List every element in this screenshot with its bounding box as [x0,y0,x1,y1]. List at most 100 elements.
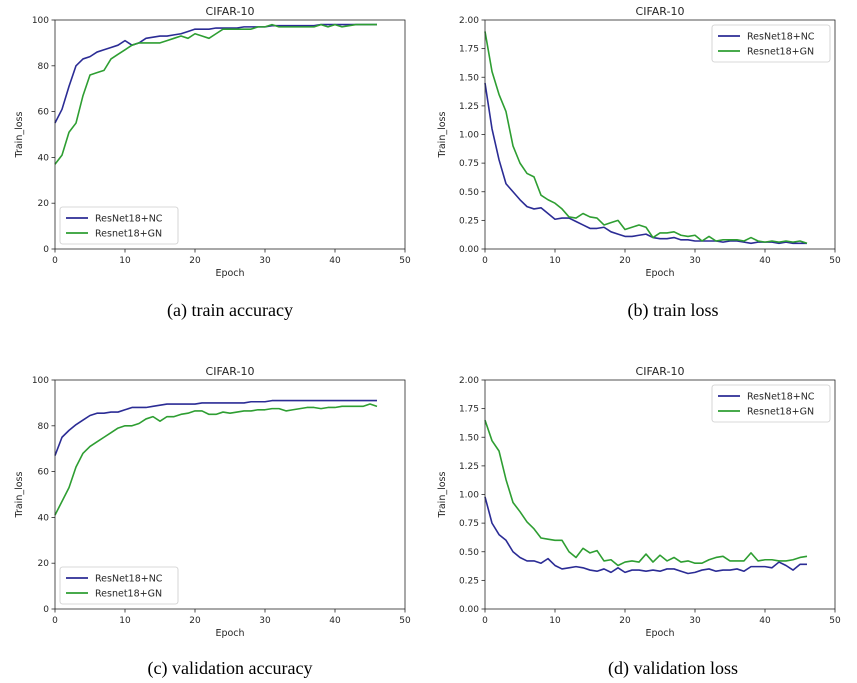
y-tick-label: 80 [38,422,50,432]
y-tick-label: 20 [38,559,50,569]
legend: ResNet18+NC Resnet18+GN [59,566,179,605]
chart-train-loss: CIFAR-10 0 10 20 30 40 50 0.00 0.25 0.50 0.75 1.00 1… [430,0,850,290]
caption-train-loss: (b) train loss [627,300,719,320]
legend-label: ResNet18+NC [95,214,163,225]
x-tick-label: 20 [189,256,201,266]
y-tick-label: 0.00 [459,605,479,615]
legend: ResNet18+NC Resnet18+GN [59,206,179,245]
y-tick-label: 0 [43,605,49,615]
x-tick-label: 10 [119,616,131,626]
x-axis-label: Epoch [215,628,244,639]
legend-box [711,24,831,63]
y-tick-label: 0.25 [459,576,479,586]
x-tick-label: 40 [329,256,341,266]
legend-label: ResNet18+NC [95,574,163,585]
x-tick-label: 20 [189,616,201,626]
legend-label: Resnet18+GN [95,229,162,240]
y-tick-label: 2.00 [459,16,479,26]
y-tick-label: 1.00 [459,491,479,501]
x-tick-label: 0 [482,256,488,266]
series-line-resnet18-gn [54,403,378,516]
series-line-resnet18-gn [484,419,808,567]
y-tick-label: 100 [32,16,49,26]
y-tick-label: 1.25 [459,102,479,112]
series-line-resnet18-nc [54,399,377,456]
legend-box [59,206,179,245]
y-tick-label: 2.00 [459,376,479,386]
chart-validation-accuracy: CIFAR-10 0 10 20 30 40 50 0 20 40 60 80 100 Epoch Trai… [0,360,420,650]
x-tick-label: 0 [52,616,58,626]
x-tick-label: 50 [399,256,411,266]
y-tick-label: 40 [38,513,50,523]
legend-box [59,566,179,605]
y-tick-label: 1.50 [459,433,479,443]
x-tick-label: 50 [399,616,411,626]
plot-frame [54,19,406,250]
chart-title: CIFAR-10 [206,365,255,378]
chart-svg: CIFAR-10 0 10 20 30 40 50 0.00 0.25 0.50 0.75 1.00 1… [437,365,841,639]
legend-label: Resnet18+GN [747,47,814,58]
y-tick-label: 40 [38,153,50,163]
plot-frame [54,379,406,610]
y-tick-label: 0 [43,245,49,255]
plot-frame [484,379,836,610]
x-tick-label: 30 [259,256,271,266]
x-axis-label: Epoch [645,268,674,279]
y-tick-label: 0.75 [459,159,479,169]
series-line-resnet18-nc [484,496,807,575]
y-tick-label: 0.25 [459,216,479,226]
y-axis-label: Train_loss [437,472,448,519]
legend-label: Resnet18+GN [95,589,162,600]
y-tick-label: 1.50 [459,73,479,83]
y-tick-label: 0.50 [459,188,479,198]
y-tick-label: 0.75 [459,519,479,529]
y-axis-label: Train_loss [437,112,448,159]
x-tick-label: 0 [52,256,58,266]
series-line-resnet18-nc [54,23,377,124]
series-line-resnet18-gn [484,31,808,245]
caption-validation-loss: (d) validation loss [608,658,738,678]
x-tick-label: 10 [549,256,561,266]
x-tick-label: 50 [829,256,841,266]
legend-label: Resnet18+GN [747,407,814,418]
x-tick-label: 40 [759,256,771,266]
x-tick-label: 0 [482,616,488,626]
y-tick-label: 1.25 [459,462,479,472]
y-tick-label: 80 [38,62,50,72]
x-tick-label: 30 [689,256,701,266]
x-tick-label: 20 [619,256,631,266]
y-tick-label: 1.00 [459,131,479,141]
chart-svg: CIFAR-10 0 10 20 30 40 50 0.00 0.25 0.50 0.75 1.00 1… [437,5,841,279]
plot-frame [484,19,836,250]
y-tick-label: 0.50 [459,548,479,558]
x-tick-label: 40 [759,616,771,626]
x-tick-label: 20 [619,616,631,626]
series-line-resnet18-nc [484,82,807,245]
y-tick-label: 60 [38,108,50,118]
chart-title: CIFAR-10 [636,365,685,378]
y-tick-label: 60 [38,468,50,478]
x-tick-label: 10 [119,256,131,266]
legend-box [711,384,831,423]
y-tick-label: 20 [38,199,50,209]
caption-validation-accuracy: (c) validation accuracy [147,658,313,678]
legend: ResNet18+NC Resnet18+GN [711,384,831,423]
x-tick-label: 40 [329,616,341,626]
y-axis-label: Train_loss [14,472,25,519]
chart-validation-loss: CIFAR-10 0 10 20 30 40 50 0.00 0.25 0.50 0.75 1.00 1… [430,360,850,650]
chart-svg: CIFAR-10 0 10 20 30 40 50 0 20 40 60 80 100 Epoch Trai… [14,5,411,279]
chart-train-accuracy: CIFAR-10 0 10 20 30 40 50 0 20 40 60 80 100 Epoch Trai… [0,0,420,290]
legend: ResNet18+NC Resnet18+GN [711,24,831,63]
x-tick-label: 50 [829,616,841,626]
x-axis-label: Epoch [215,268,244,279]
y-tick-label: 1.75 [459,45,479,55]
chart-svg: CIFAR-10 0 10 20 30 40 50 0 20 40 60 80 100 Epoch Trai… [14,365,411,639]
legend-label: ResNet18+NC [747,392,815,403]
legend-label: ResNet18+NC [747,32,815,43]
x-tick-label: 10 [549,616,561,626]
y-tick-label: 1.75 [459,405,479,415]
series-line-resnet18-gn [54,23,377,165]
caption-train-accuracy: (a) train accuracy [167,300,293,320]
y-axis-label: Train_loss [14,112,25,159]
x-tick-label: 30 [259,616,271,626]
